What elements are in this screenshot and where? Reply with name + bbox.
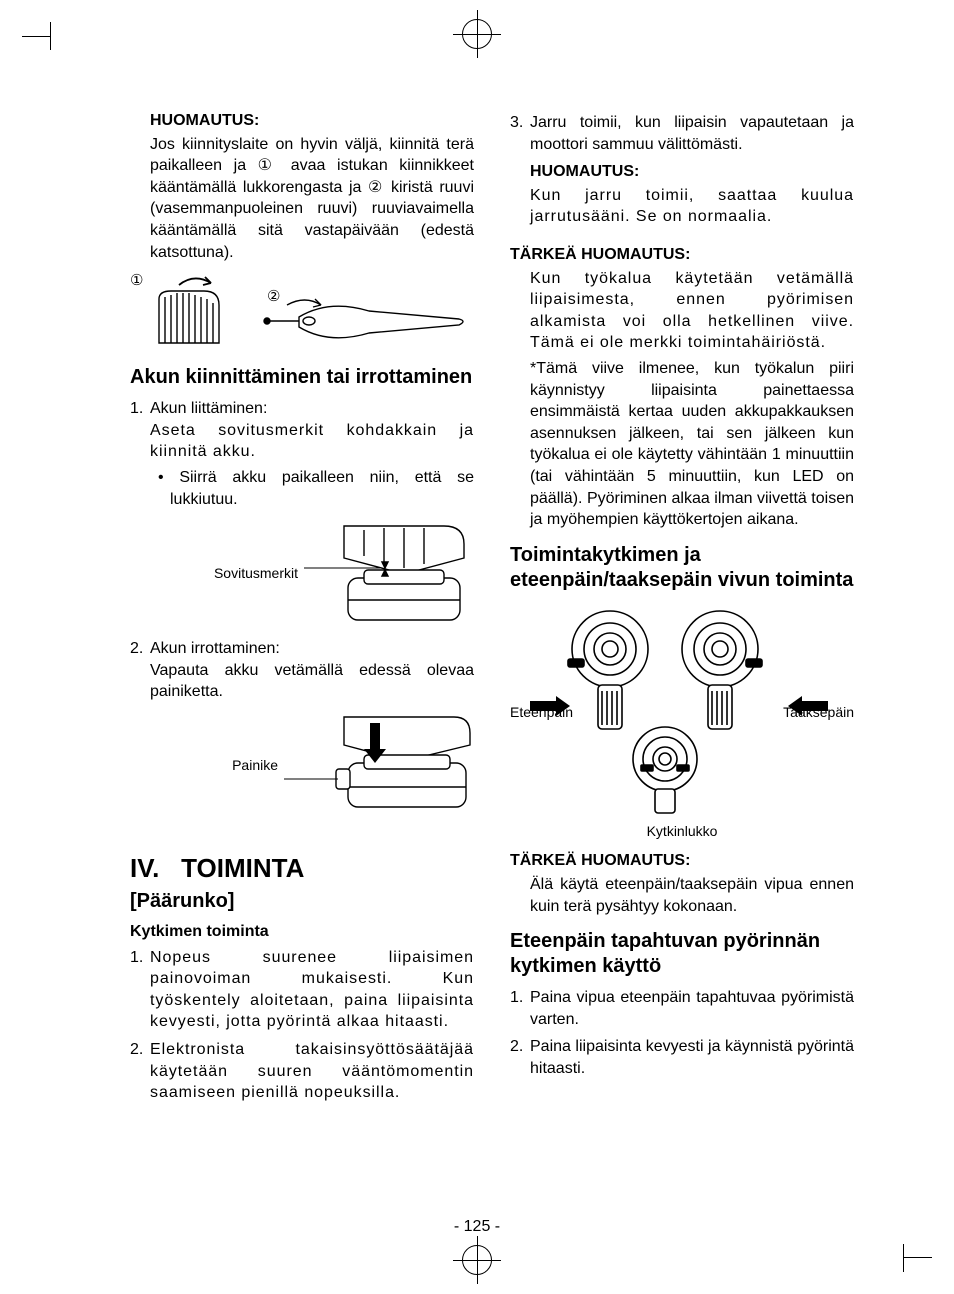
roman-numeral: IV. <box>130 853 159 883</box>
right-column: 3. Jarru toimii, kun liipaisin vapauteta… <box>510 110 854 1224</box>
item-head: Akun irrottaminen: <box>150 640 280 657</box>
list-item: 1. Paina vipua eteenpäin tapahtuvaa pyör… <box>510 987 854 1030</box>
item-number: 1. <box>130 398 150 420</box>
crop-mark <box>903 1244 904 1272</box>
figure-label: Painike <box>232 756 278 775</box>
list-item: 3. Jarru toimii, kun liipaisin vapauteta… <box>510 112 854 155</box>
figure-direction-lever: Eteenpäin Taaksepäin Kytkinlukko <box>510 601 854 841</box>
note-body: Jos kiinnityslaite on hyvin väljä, kiinn… <box>150 134 474 264</box>
item-number: 3. <box>510 112 530 134</box>
note-body: Kun jarru toimii, saattaa kuulua jarrutu… <box>530 185 854 228</box>
section-sub2: Kytkimen toiminta <box>130 921 474 943</box>
item-text: Jarru toimii, kun liipaisin vapautetaan … <box>510 112 854 155</box>
important-body-star: *Tämä viive ilmenee, kun työkalun piiri … <box>530 358 854 531</box>
figure-chuck-screw: ① <box>130 271 474 351</box>
section-sub: [Päärunko] <box>130 888 474 915</box>
crop-mark <box>904 1257 932 1258</box>
diagram-battery-attach <box>304 518 474 628</box>
heading-lever: Toimintakytkimen ja eteenpäin/taaksepäin… <box>510 543 854 593</box>
note-title: HUOMAUTUS: <box>150 110 474 132</box>
item-number: 2. <box>510 1036 530 1058</box>
registration-mark <box>453 10 501 58</box>
crop-mark <box>50 22 51 50</box>
item-text: Aseta sovitusmerkit kohdakkain ja kiinni… <box>150 420 474 463</box>
section-title: TOIMINTA <box>181 853 304 883</box>
important-title: TÄRKEÄ HUOMAUTUS: <box>510 850 854 872</box>
list-item: 2. Paina liipaisinta kevyesti ja käynnis… <box>510 1036 854 1079</box>
left-column: HUOMAUTUS: Jos kiinnityslaite on hyvin v… <box>130 110 474 1224</box>
callout-1: ① <box>130 271 143 291</box>
registration-mark <box>453 1236 501 1284</box>
important-body-star-text: *Tämä viive ilmenee, kun työkalun piiri … <box>530 360 854 528</box>
list-item: 2. Akun irrottaminen: Vapauta akku vetäm… <box>130 638 474 703</box>
item-text: Paina liipaisinta kevyesti ja käynnistä … <box>510 1036 854 1079</box>
item-text: Nopeus suurenee liipaisimen painovoiman … <box>130 947 474 1033</box>
item-text: Vapauta akku vetämällä edessä olevaa pai… <box>150 660 474 703</box>
item-bullet: • Siirrä akku paikalleen niin, että se l… <box>150 467 474 510</box>
page-body: HUOMAUTUS: Jos kiinnityslaite on hyvin v… <box>130 110 854 1224</box>
crop-mark <box>22 36 50 37</box>
item-number: 2. <box>130 638 150 660</box>
important-body: Älä käytä eteenpäin/taaksepäin vipua enn… <box>510 874 854 917</box>
figure-label: Sovitusmerkit <box>214 564 298 583</box>
item-number: 1. <box>130 947 150 969</box>
figure-label-forward: Eteenpäin <box>510 703 573 722</box>
item-number: 1. <box>510 987 530 1009</box>
figure-battery-remove: Painike <box>130 711 474 821</box>
list-item: 1. Nopeus suurenee liipaisimen painovoim… <box>130 947 474 1033</box>
callout-2-glyph: ② <box>267 288 280 305</box>
item-number: 2. <box>130 1039 150 1061</box>
list-item: 2. Elektronista takaisinsyöttösäätäjää k… <box>130 1039 474 1104</box>
section-heading: IV. TOIMINTA <box>130 851 474 886</box>
item-head: Akun liittäminen: <box>150 400 267 417</box>
heading-forward-use: Eteenpäin tapahtuvan pyörinnän kytkimen … <box>510 929 854 979</box>
important-body: Kun työkalua käytetään vetämällä liipais… <box>530 268 854 354</box>
item-text: Elektronista takaisinsyöttösäätäjää käyt… <box>130 1039 474 1104</box>
item-text: Paina vipua eteenpäin tapahtuvaa pyörimi… <box>510 987 854 1030</box>
important-title: TÄRKEÄ HUOMAUTUS: <box>510 244 854 266</box>
note-title: HUOMAUTUS: <box>530 161 854 183</box>
figure-battery-attach: Sovitusmerkit <box>130 518 474 628</box>
page-number: - 125 - <box>454 1218 500 1236</box>
figure-label-lock: Kytkinlukko <box>510 822 854 841</box>
figure-label-reverse: Taaksepäin <box>783 703 854 722</box>
diagram-chuck: ② <box>149 271 469 351</box>
heading-battery: Akun kiinnittäminen tai irrottaminen <box>130 365 474 390</box>
list-item: 1. Akun liittäminen: Aseta sovitusmerkit… <box>130 398 474 510</box>
diagram-battery-remove <box>284 711 474 821</box>
